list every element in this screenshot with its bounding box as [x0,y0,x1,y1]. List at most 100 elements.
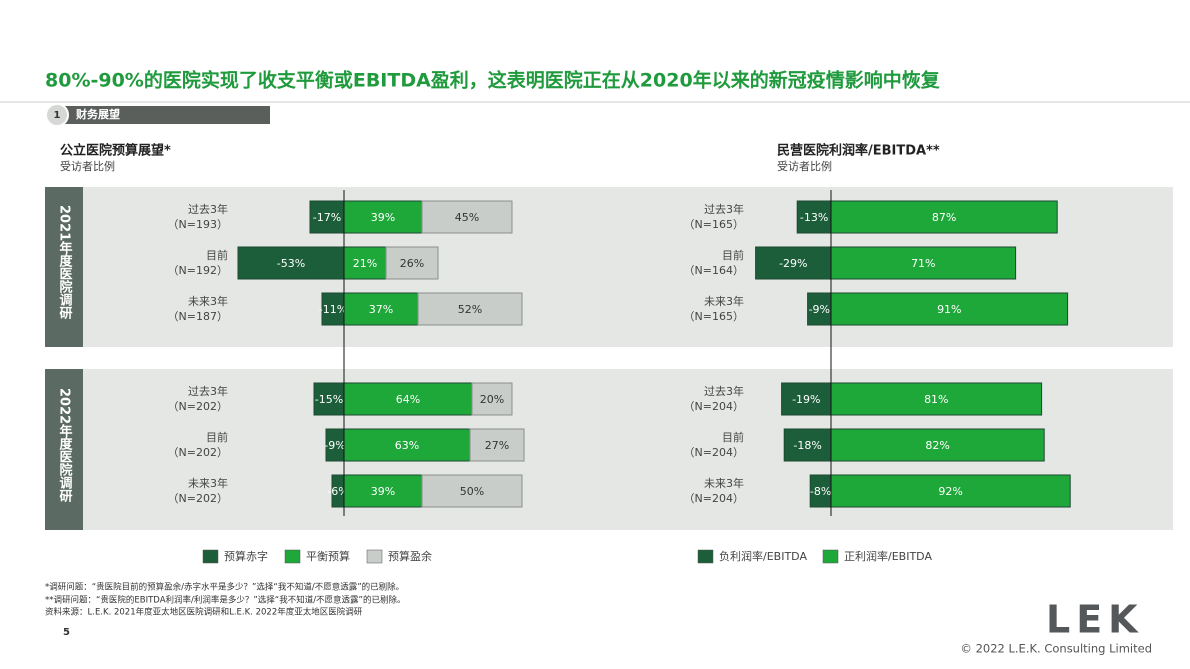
footnote: 资料来源：L.E.K. 2021年度亚太地区医院调研和L.E.K. 2022年度… [45,607,363,618]
category-label: （N=204） [684,400,744,413]
category-label: （N=202） [168,446,228,459]
value-label: 37% [369,303,393,316]
legend-label: 正利润率/EBITDA [844,549,932,563]
legend-swatch [366,549,383,564]
category-label: 目前 [206,430,228,444]
category-label: 未来3年 [188,476,228,490]
bar-segment [469,428,525,462]
category-label: （N=165） [684,218,744,231]
category-label: 未来3年 [704,476,744,490]
bar-segment [417,292,523,326]
value-label: 21% [353,257,377,270]
value-label: -15% [315,393,343,406]
category-label: （N=187） [168,310,228,323]
bar-segment [830,428,1045,462]
value-label: 82% [925,439,949,452]
category-label: 过去3年 [704,202,744,216]
bar-segment [343,246,387,280]
bar-segment [343,382,473,416]
legend-label: 负利润率/EBITDA [719,549,807,563]
value-label: -8% [810,485,831,498]
value-label: -17% [313,211,341,224]
value-label: -13% [800,211,828,224]
bar-segment [796,200,832,234]
logo: LEK [1046,598,1144,642]
category-label: 目前 [722,430,744,444]
category-label: （N=204） [684,446,744,459]
category-label: 未来3年 [188,294,228,308]
bar-segment [783,428,832,462]
value-label: -11% [319,303,347,316]
value-label: 91% [937,303,961,316]
bar-segment [343,292,419,326]
bar-segment [830,382,1043,416]
value-label: 27% [485,439,509,452]
category-label: 目前 [206,248,228,262]
category-label: 过去3年 [704,384,744,398]
value-label: 92% [938,485,962,498]
legend-swatch [822,549,839,564]
value-label: -9% [324,439,345,452]
legend-label: 平衡预算 [306,549,350,563]
chart-subtitle: 受访者比例 [60,159,115,173]
category-label: （N=164） [684,264,744,277]
copyright: © 2022 L.E.K. Consulting Limited [960,642,1152,656]
bar-segment [237,246,345,280]
bar-segment [421,474,523,508]
bar-segment [830,474,1071,508]
category-label: （N=202） [168,492,228,505]
value-label: 39% [371,485,395,498]
value-label: -18% [793,439,821,452]
legend-swatch [284,549,301,564]
value-label: 64% [396,393,420,406]
bar-segment [471,382,513,416]
value-label: 71% [911,257,935,270]
panel-label-bg [45,187,83,347]
category-label: （N=202） [168,400,228,413]
panel-label-bg [45,369,83,530]
section-number: 1 [54,110,61,121]
panel-label: 2021年度医院调研 [57,205,73,321]
category-label: （N=165） [684,310,744,323]
category-label: （N=192） [168,264,228,277]
bar-segment [421,200,513,234]
slide-title: 80%-90%的医院实现了收支平衡或EBITDA盈利，这表明医院正在从2020年… [45,69,941,92]
value-label: 20% [480,393,504,406]
value-label: 26% [400,257,424,270]
value-label: -19% [792,393,820,406]
bar-segment [343,200,423,234]
legend-label: 预算盈余 [388,549,432,563]
chart-title: 民营医院利润率/EBITDA** [777,143,940,159]
bar-segment [830,200,1058,234]
category-label: （N=193） [168,218,228,231]
legend-label: 预算赤字 [224,549,268,563]
category-label: 过去3年 [188,384,228,398]
value-label: -29% [779,257,807,270]
value-label: 50% [460,485,484,498]
value-label: 87% [932,211,956,224]
footnote: *调研问题：“贵医院目前的预算盈余/赤字水平是多少？”选择“我不知道/不愿意透露… [45,582,404,593]
value-label: 81% [924,393,948,406]
page-number: 5 [63,627,70,638]
section-bar [62,106,270,124]
footnote: **调研问题：“贵医院的EBITDA利润率/利润率是多少？”选择“我不知道/不愿… [45,595,405,606]
category-label: 过去3年 [188,202,228,216]
bar-segment [343,474,423,508]
category-label: 未来3年 [704,294,744,308]
value-label: 52% [458,303,482,316]
value-label: -53% [277,257,305,270]
value-label: 63% [395,439,419,452]
section-badge [45,103,69,127]
section-label: 财务展望 [75,107,120,121]
legend-swatch [202,549,219,564]
value-label: -6% [327,485,348,498]
category-label: （N=204） [684,492,744,505]
bar-segment [830,246,1017,280]
legend-swatch [697,549,714,564]
chart-title: 公立医院预算展望* [60,143,171,159]
category-label: 目前 [722,248,744,262]
value-label: -9% [809,303,830,316]
bar-segment [830,292,1069,326]
chart-subtitle: 受访者比例 [777,159,832,173]
